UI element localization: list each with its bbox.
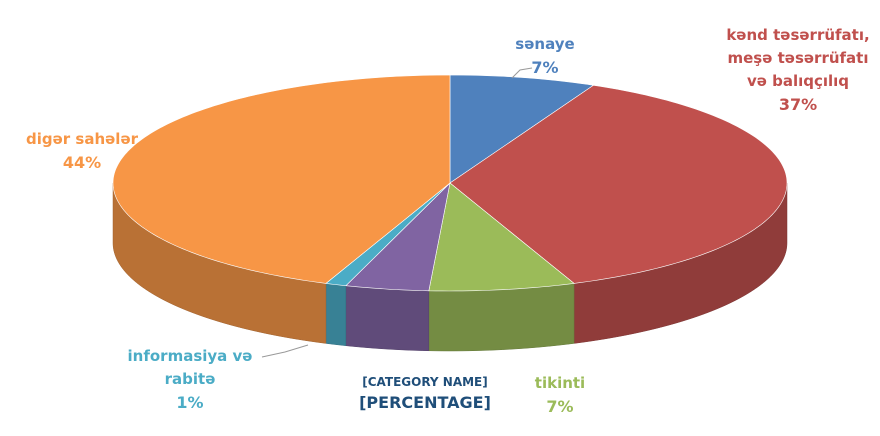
slice	[428, 182, 575, 292]
category-label: digər sahələr	[25, 130, 139, 148]
category-label: sənaye	[515, 35, 575, 53]
data-label: [CATEGORY NAME] [PERCENTAGE]	[350, 373, 500, 415]
data-label: informasiya və rabitə 1%	[110, 345, 270, 414]
data-label: tikinti 7%	[515, 372, 605, 418]
leader-line	[261, 344, 309, 358]
category-label: kənd təsərrüfatı, meşə təsərrüfatı və ba…	[726, 26, 870, 90]
value-label: [PERCENTAGE]	[359, 393, 491, 412]
slice	[345, 182, 451, 292]
value-label: 44%	[62, 153, 102, 172]
value-label: 7%	[546, 397, 574, 416]
slice-side	[428, 283, 575, 352]
slice-side	[345, 285, 430, 352]
category-label: informasiya və rabitə	[127, 347, 253, 388]
data-label: sənaye 7%	[490, 33, 600, 79]
slice-side	[325, 283, 347, 346]
category-label: tikinti	[534, 374, 586, 392]
value-label: 37%	[778, 95, 818, 114]
category-label: [CATEGORY NAME]	[362, 375, 488, 389]
value-label: 1%	[176, 393, 204, 412]
slice	[449, 84, 788, 284]
data-label: digər sahələr 44%	[0, 128, 167, 174]
slice	[449, 74, 595, 184]
slice	[112, 74, 451, 284]
value-label: 7%	[531, 58, 559, 77]
data-label: kənd təsərrüfatı, meşə təsərrüfatı və ba…	[718, 24, 878, 116]
leader-line	[511, 67, 533, 79]
